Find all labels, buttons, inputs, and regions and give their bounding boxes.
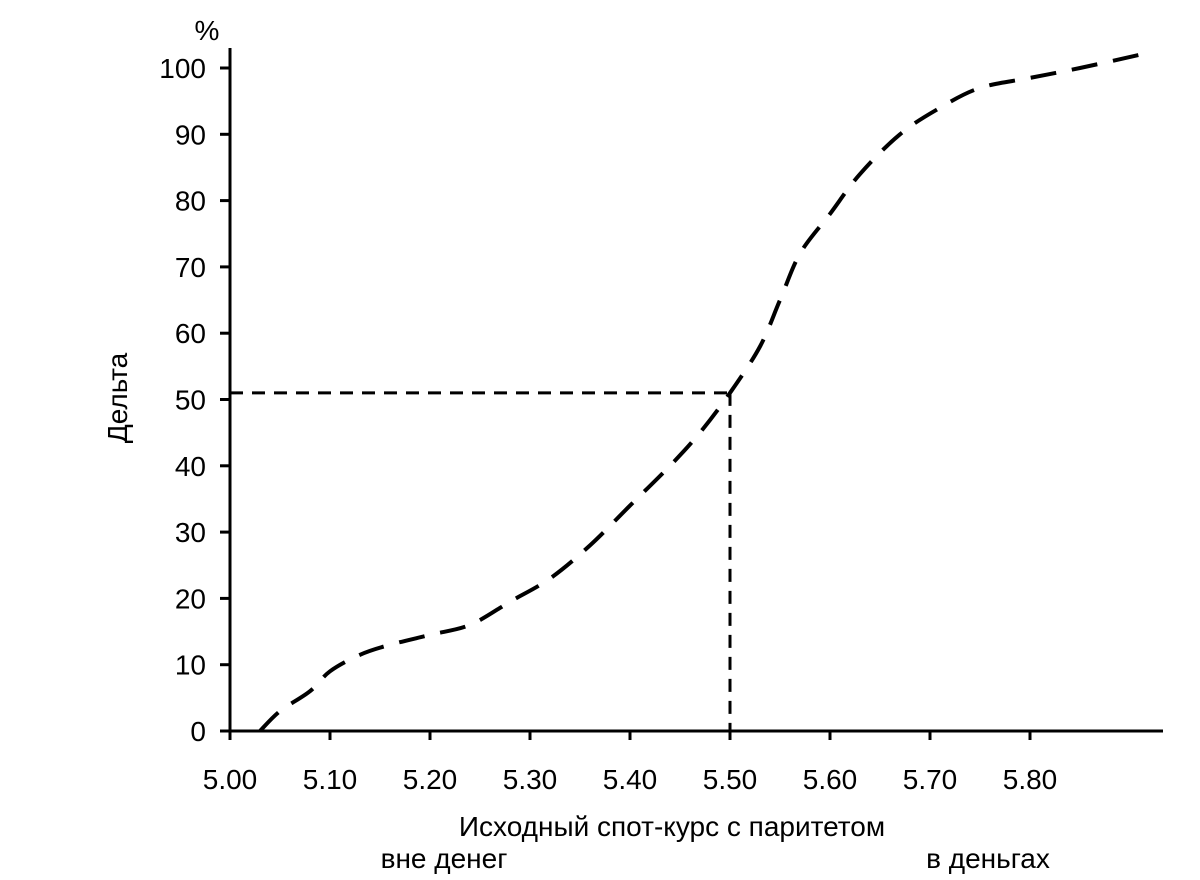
reference-lines: [230, 391, 732, 731]
y-tick-label: 80: [175, 186, 206, 217]
x-tick-label: 5.60: [803, 764, 858, 795]
x-ticks: 5.00 5.10 5.20 5.30 5.40 5.50 5.60 5.70 5.80: [203, 731, 1058, 795]
y-axis-title: Дельта: [102, 352, 133, 443]
x-tick-label: 5.50: [703, 764, 758, 795]
y-tick-label: 10: [175, 650, 206, 681]
x-tick-label: 5.00: [203, 764, 258, 795]
x-axis-title: Исходный спот-курс с паритетом: [459, 811, 885, 842]
y-tick-label: 60: [175, 318, 206, 349]
x-tick-label: 5.30: [503, 764, 558, 795]
y-tick-label: 0: [190, 716, 206, 747]
annotation-out-of-money: вне денег: [381, 843, 508, 874]
y-ticks: 0 10 20 30 40 50 60 70 80 90 100: [159, 53, 230, 747]
x-tick-label: 5.10: [303, 764, 358, 795]
y-axis-unit: %: [195, 15, 220, 46]
x-tick-label: 5.80: [1003, 764, 1058, 795]
annotation-in-money: в деньгах: [926, 843, 1050, 874]
x-tick-label: 5.20: [403, 764, 458, 795]
y-tick-label: 50: [175, 385, 206, 416]
y-tick-label: 70: [175, 252, 206, 283]
axes: [228, 48, 1163, 733]
x-tick-label: 5.40: [603, 764, 658, 795]
x-tick-label: 5.70: [903, 764, 958, 795]
delta-curve: [258, 52, 1141, 733]
y-tick-label: 90: [175, 119, 206, 150]
y-tick-label: 20: [175, 583, 206, 614]
y-tick-label: 100: [159, 53, 206, 84]
y-tick-label: 30: [175, 517, 206, 548]
y-tick-label: 40: [175, 451, 206, 482]
